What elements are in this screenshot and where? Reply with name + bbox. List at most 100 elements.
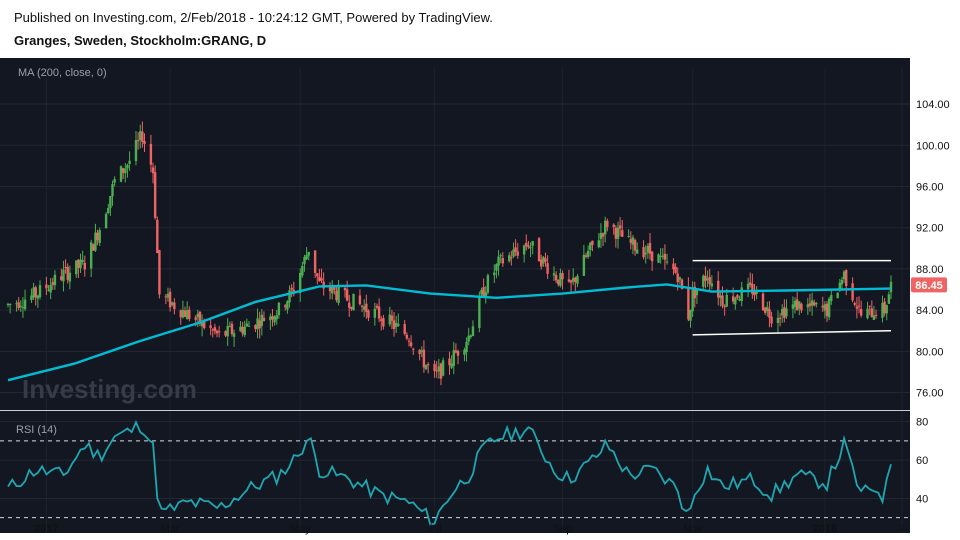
candle-body	[418, 349, 421, 355]
candle-body	[226, 325, 229, 337]
candle-body	[185, 310, 189, 320]
candle-body	[96, 232, 99, 241]
channel-lower-line	[692, 329, 892, 336]
candle-body	[151, 167, 155, 174]
candle-body	[795, 299, 799, 311]
candle-body	[262, 317, 266, 321]
candle-body	[38, 285, 42, 298]
candle-body	[30, 295, 33, 301]
candle-body	[785, 308, 788, 317]
candle-body	[32, 287, 35, 298]
candle-body	[450, 363, 453, 368]
candle-body	[576, 275, 579, 284]
candle-body	[290, 287, 293, 290]
candle-body	[676, 273, 679, 283]
candle-body	[731, 296, 735, 302]
candle-body	[337, 286, 340, 304]
candle-body	[345, 289, 349, 301]
candle-body	[322, 281, 325, 289]
candle-body	[119, 166, 123, 182]
candle-body	[612, 224, 615, 227]
candle-body	[529, 247, 532, 249]
candle-body	[887, 294, 891, 304]
candle-body	[179, 310, 182, 318]
candle-body	[36, 295, 40, 299]
time-tick-label: 2018	[813, 523, 837, 535]
candle-body	[173, 302, 176, 310]
candle-body	[128, 160, 131, 164]
candle-body	[633, 240, 637, 251]
candle-body	[614, 227, 618, 239]
candle-body	[721, 295, 724, 306]
candle-body	[388, 314, 391, 325]
candle-body	[768, 309, 771, 318]
candle-body	[766, 306, 769, 312]
time-tick-label: Jul	[428, 523, 442, 535]
candle-body	[422, 349, 426, 368]
candle-body	[228, 326, 232, 328]
candle-body	[365, 303, 368, 312]
candle-body	[245, 323, 249, 327]
candle-body	[452, 350, 455, 366]
candle-body	[499, 255, 502, 257]
candle-body	[546, 263, 549, 274]
candle-body	[196, 313, 200, 318]
time-axis: 2017 Mar May Jul Sep Nov 2018 7	[34, 523, 905, 535]
time-tick-label: May	[290, 523, 311, 535]
candle-body	[629, 239, 632, 243]
candle-body	[330, 286, 334, 294]
candle-body	[441, 360, 445, 376]
candle-body	[582, 254, 586, 276]
candle-body	[734, 298, 737, 305]
candle-body	[601, 233, 605, 237]
candle-body	[740, 287, 743, 301]
candle-body	[168, 291, 172, 308]
candle-body	[497, 256, 500, 266]
candle-body	[367, 310, 370, 318]
candle-body	[646, 245, 650, 253]
candle-body	[512, 249, 515, 257]
candle-body	[845, 270, 848, 287]
candle-body	[375, 305, 379, 308]
candle-body	[484, 292, 487, 297]
candle-body	[514, 247, 517, 252]
candle-body	[53, 274, 57, 286]
candle-body	[778, 317, 782, 319]
candle-body	[836, 292, 839, 299]
candle-body	[209, 325, 212, 329]
candle-body	[49, 285, 52, 293]
candle-body	[403, 323, 406, 334]
candle-body	[352, 293, 355, 311]
candle-body	[527, 245, 530, 248]
candle-body	[420, 350, 423, 353]
candle-body	[377, 306, 381, 319]
candle-body	[269, 316, 272, 321]
candle-body	[561, 273, 564, 280]
candle-body	[648, 242, 652, 254]
candle-body	[791, 304, 795, 309]
candle-body	[680, 279, 684, 289]
rsi-tick-label: 80	[916, 417, 928, 429]
candle-body	[239, 326, 242, 332]
candle-body	[6, 303, 10, 306]
candle-body	[121, 168, 125, 173]
candle-body	[412, 348, 415, 350]
candle-body	[392, 320, 396, 329]
candle-body	[800, 303, 803, 311]
candle-body	[589, 242, 592, 250]
candle-body	[857, 305, 861, 307]
channel-lines	[692, 259, 892, 336]
candle-body	[424, 365, 428, 370]
candle-body	[586, 250, 590, 257]
candle-body	[390, 315, 394, 321]
candle-body	[840, 279, 844, 285]
time-tick-label: Mar	[161, 523, 180, 535]
candle-body	[471, 326, 475, 337]
candle-body	[508, 255, 511, 262]
candle-body	[693, 286, 696, 299]
candle-body	[45, 284, 48, 289]
candle-body	[478, 295, 481, 329]
price-chart[interactable]: Investing.com MA (200, close, 0) RSI (14…	[0, 58, 960, 540]
candle-body	[307, 251, 310, 256]
candle-body	[708, 276, 711, 285]
